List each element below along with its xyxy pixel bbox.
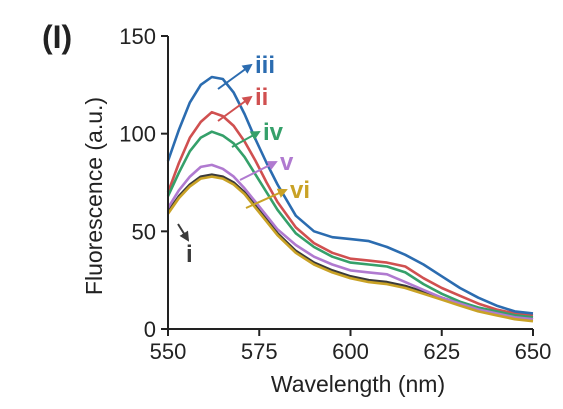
series-line-iii [166,75,534,315]
y-tick-label: 150 [119,24,156,49]
x-ticks: 550 575 600 625 650 [150,329,552,364]
series-pointer-vi [245,188,288,209]
series-pointer-v [239,161,278,181]
series-pointer-iv [231,131,261,148]
x-tick-label: 575 [241,339,278,364]
y-tick-label: 0 [144,317,156,342]
plot-lines [166,75,534,323]
y-tick-label: 50 [132,219,156,244]
x-tick-label: 600 [332,339,369,364]
series-line-ii [166,110,534,317]
y-ticks: 0 50 100 150 [119,24,168,342]
x-tick-label: 550 [150,339,187,364]
series-label-iv: iv [263,119,284,146]
series-line-iv [166,130,534,319]
panel-label: (I) [42,19,72,55]
series-label-v: v [280,149,294,176]
series-line-v [166,163,534,321]
series-label-ii: ii [255,84,268,111]
y-tick-label: 100 [119,122,156,147]
series-label-i: i [186,241,193,268]
x-tick-label: 650 [515,339,552,364]
series-pointer-i [177,223,190,242]
series-pointer-ii [217,95,253,122]
y-axis-title: Fluorescence (a.u.) [81,97,107,295]
series-pointer-iii [217,63,253,90]
x-tick-label: 625 [423,339,460,364]
series-line-vi [166,175,534,323]
x-axis-title: Wavelength (nm) [271,371,445,397]
series-label-vi: vi [290,177,310,204]
series-label-iii: iii [255,52,275,79]
